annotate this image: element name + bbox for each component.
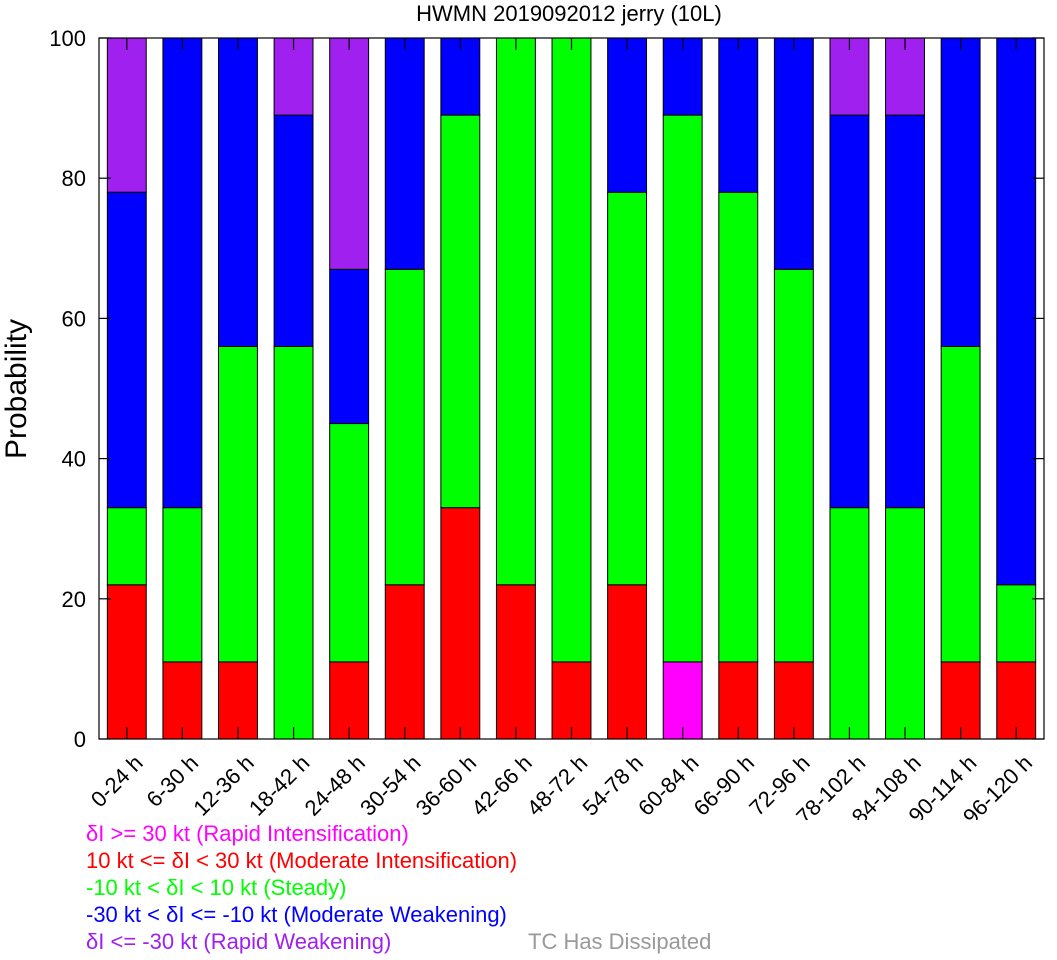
x-tick-label-4: 24-48 h [300,750,370,820]
bar-segment-steady-5 [384,268,425,586]
legend-moderate-weakening: -30 kt < δI <= -10 kt (Moderate Weakenin… [86,902,507,927]
bar-segment-rw-0 [106,37,147,193]
bar-segment-mw-4 [329,268,370,425]
bar-segment-mi-5 [384,584,425,740]
legend-rapid-intensification: δI >= 30 kt (Rapid Intensification) [86,821,409,846]
x-tick-label-11: 66-90 h [689,750,759,820]
bar-segment-mw-9 [607,37,648,193]
bar-segment-steady-2 [218,345,258,663]
bar-segment-rw-4 [329,37,370,270]
bar-segment-mw-14 [885,114,925,509]
bar-segment-mi-12 [773,661,814,740]
y-axis-label: Probability [0,319,33,459]
bar-segment-mi-9 [607,584,648,740]
bar-segment-steady-1 [162,507,203,663]
bar-segment-rw-14 [885,37,925,116]
bar-segment-mw-12 [773,37,814,270]
bar-segment-mi-4 [329,661,370,740]
bar-segment-mw-13 [829,114,870,509]
bar-segment-mi-0 [106,584,147,740]
bar-segment-mw-0 [106,191,147,509]
bar-segment-steady-0 [106,507,147,586]
bars-layer [106,37,1037,740]
bar-segment-steady-13 [829,507,870,740]
bar-segment-steady-7 [495,37,536,586]
y-tick-label-100: 100 [49,26,86,51]
y-tick-label-60: 60 [62,306,86,331]
x-tick-label-6: 36-60 h [411,750,481,820]
bar-segment-steady-3 [273,345,314,740]
stacked-bar-chart: HWMN 2019092012 jerry (10L) Probability … [0,1,1045,820]
legend-dissipated: TC Has Dissipated [528,929,712,954]
x-tick-label-0: 0-24 h [86,750,148,812]
bar-segment-mw-16 [996,37,1037,586]
x-tick-label-9: 54-78 h [577,750,647,820]
bar-segment-mi-2 [218,661,258,740]
bar-segment-mw-11 [718,37,759,193]
y-tick-label-40: 40 [62,447,86,472]
bar-segment-steady-6 [440,114,481,509]
x-tick-label-3: 18-42 h [244,750,314,820]
y-tick-label-80: 80 [62,166,86,191]
legend-steady: -10 kt < δI < 10 kt (Steady) [86,875,347,900]
bar-segment-steady-14 [885,507,925,740]
bar-segment-mw-10 [662,37,703,116]
x-tick-label-2: 12-36 h [188,750,258,820]
x-tick-label-5: 30-54 h [355,750,425,820]
x-tick-label-10: 60-84 h [633,750,703,820]
bar-segment-steady-10 [662,114,703,663]
bar-segment-mi-6 [440,507,481,740]
bar-segment-mw-1 [162,37,203,509]
bar-segment-steady-4 [329,423,370,663]
legend: δI >= 30 kt (Rapid Intensification) 10 k… [86,820,517,955]
bar-segment-rw-13 [829,37,870,116]
bar-segment-steady-15 [940,345,981,663]
bar-segment-mw-2 [218,37,258,347]
bar-segment-mw-6 [440,37,481,116]
y-tick-label-0: 0 [74,727,86,752]
y-tick-label-20: 20 [62,587,86,612]
bar-segment-steady-8 [551,37,592,663]
bar-segment-mi-1 [162,661,203,740]
chart-title: HWMN 2019092012 jerry (10L) [416,1,722,26]
legend-moderate-intensification: 10 kt <= δI < 30 kt (Moderate Intensific… [86,848,518,873]
bar-segment-mw-5 [384,37,425,270]
bar-segment-mw-15 [940,37,981,347]
bar-segment-mi-7 [495,584,536,740]
bar-segment-steady-12 [773,268,814,663]
bar-segment-steady-16 [996,584,1037,663]
bar-segment-steady-11 [718,191,759,663]
x-tick-label-7: 42-66 h [466,750,536,820]
x-tick-label-8: 48-72 h [522,750,592,820]
bar-segment-mi-8 [551,661,592,740]
bar-segment-steady-9 [607,191,648,586]
bar-segment-mw-3 [273,114,314,347]
legend-rapid-weakening: δI <= -30 kt (Rapid Weakening) [86,929,392,954]
